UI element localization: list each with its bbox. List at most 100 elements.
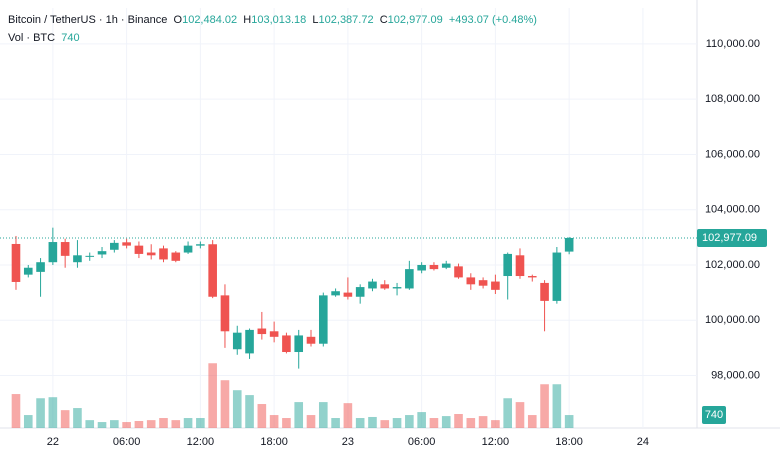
volume-bar <box>318 402 328 428</box>
last-volume-label: 740 <box>705 409 723 421</box>
volume-bar <box>417 412 426 428</box>
candle-body <box>85 255 95 257</box>
c-label: C <box>379 14 388 26</box>
y-tick-label: 106,000.00 <box>705 148 760 160</box>
volume-bar <box>122 422 131 428</box>
volume-bar <box>73 408 82 428</box>
volume-bar <box>11 394 21 428</box>
volume-bar <box>331 418 340 428</box>
volume-bar <box>282 418 291 428</box>
candle-body <box>146 252 156 256</box>
volume-bar <box>159 418 168 428</box>
volume-bar <box>85 420 95 428</box>
volume-bar <box>146 420 156 428</box>
volume-bar <box>269 415 279 428</box>
volume-bar <box>405 415 414 428</box>
candle-body <box>122 242 131 246</box>
candle-body <box>11 243 21 282</box>
candle-body <box>97 251 107 255</box>
volume-bar <box>208 363 217 428</box>
volume-bar <box>48 397 58 428</box>
candle-body <box>306 336 316 344</box>
x-tick-label: 06:00 <box>113 436 141 448</box>
candle-body <box>552 252 562 301</box>
candle-body <box>257 328 267 335</box>
vol-label: Vol · BTC <box>8 32 56 44</box>
volume-bar <box>183 418 193 428</box>
y-tick-label: 98,000.00 <box>711 369 760 381</box>
candle-body <box>527 276 537 278</box>
volume-bar <box>134 421 144 428</box>
volume-bar <box>232 390 242 428</box>
volume-bar <box>60 410 70 428</box>
last-price-label: 102,977.09 <box>702 232 757 244</box>
candle-body <box>503 253 512 277</box>
volume-bar <box>23 415 33 428</box>
candle-body <box>405 269 414 289</box>
volume-bar <box>196 418 205 428</box>
volume-bar <box>515 402 525 428</box>
volume-bar <box>36 398 45 428</box>
y-tick-label: 108,000.00 <box>705 93 760 105</box>
candle-body <box>392 287 402 289</box>
volume-bar <box>491 420 500 428</box>
volume-bar <box>220 380 230 428</box>
volume-bar <box>355 418 365 428</box>
candle-body <box>441 263 451 268</box>
volume-bar <box>380 420 390 428</box>
candle-body <box>331 291 340 296</box>
volume-bar <box>429 418 439 428</box>
volume-bar <box>564 415 574 428</box>
candle-body <box>60 242 70 256</box>
candle-body <box>294 335 304 353</box>
volume-bar <box>294 402 304 428</box>
l-label: L <box>312 14 319 26</box>
candle-body <box>48 242 58 263</box>
x-tick-label: 18:00 <box>555 436 583 448</box>
volume-bar <box>306 415 316 428</box>
x-tick-label: 23 <box>342 436 354 448</box>
volume-bar <box>503 398 512 428</box>
candle-body <box>183 245 193 253</box>
volume-bar <box>441 416 451 428</box>
candle-body <box>232 332 242 350</box>
candle-body <box>134 245 144 254</box>
candle-body <box>318 295 328 344</box>
candle-body <box>269 331 279 337</box>
y-tick-label: 102,000.00 <box>705 259 760 271</box>
volume-bar <box>454 414 463 428</box>
candle-body <box>171 252 181 261</box>
x-tick-label: 12:00 <box>187 436 215 448</box>
candle-body <box>515 255 525 277</box>
candle-body <box>36 262 45 272</box>
volume-bar <box>97 422 107 428</box>
candle-body <box>564 237 574 252</box>
candle-body <box>245 329 254 354</box>
volume-bar <box>245 395 254 428</box>
volume-bar <box>343 403 353 428</box>
candle-body <box>454 266 463 278</box>
candle-body <box>343 292 353 297</box>
candle-body <box>355 287 365 297</box>
volume-bar <box>540 384 549 428</box>
candle-body <box>23 267 33 275</box>
volume-bar <box>552 384 562 428</box>
candle-body <box>110 242 119 250</box>
o-label: O <box>173 14 183 26</box>
low: 102,387.72 <box>318 14 374 26</box>
volume-legend: Vol · BTC 740 <box>8 32 80 44</box>
candle-body <box>208 244 217 297</box>
candle-body <box>478 280 488 286</box>
x-tick-label: 18:00 <box>260 436 288 448</box>
x-tick-label: 22 <box>47 436 59 448</box>
y-tick-label: 110,000.00 <box>706 38 760 50</box>
volume-bar <box>110 420 119 428</box>
h-label: H <box>243 14 252 26</box>
candle-body <box>368 281 377 289</box>
candle-body <box>159 248 168 260</box>
volume-bar <box>257 404 267 428</box>
x-tick-label: 06:00 <box>408 436 436 448</box>
candle-body <box>73 255 82 263</box>
candle-body <box>429 264 439 270</box>
